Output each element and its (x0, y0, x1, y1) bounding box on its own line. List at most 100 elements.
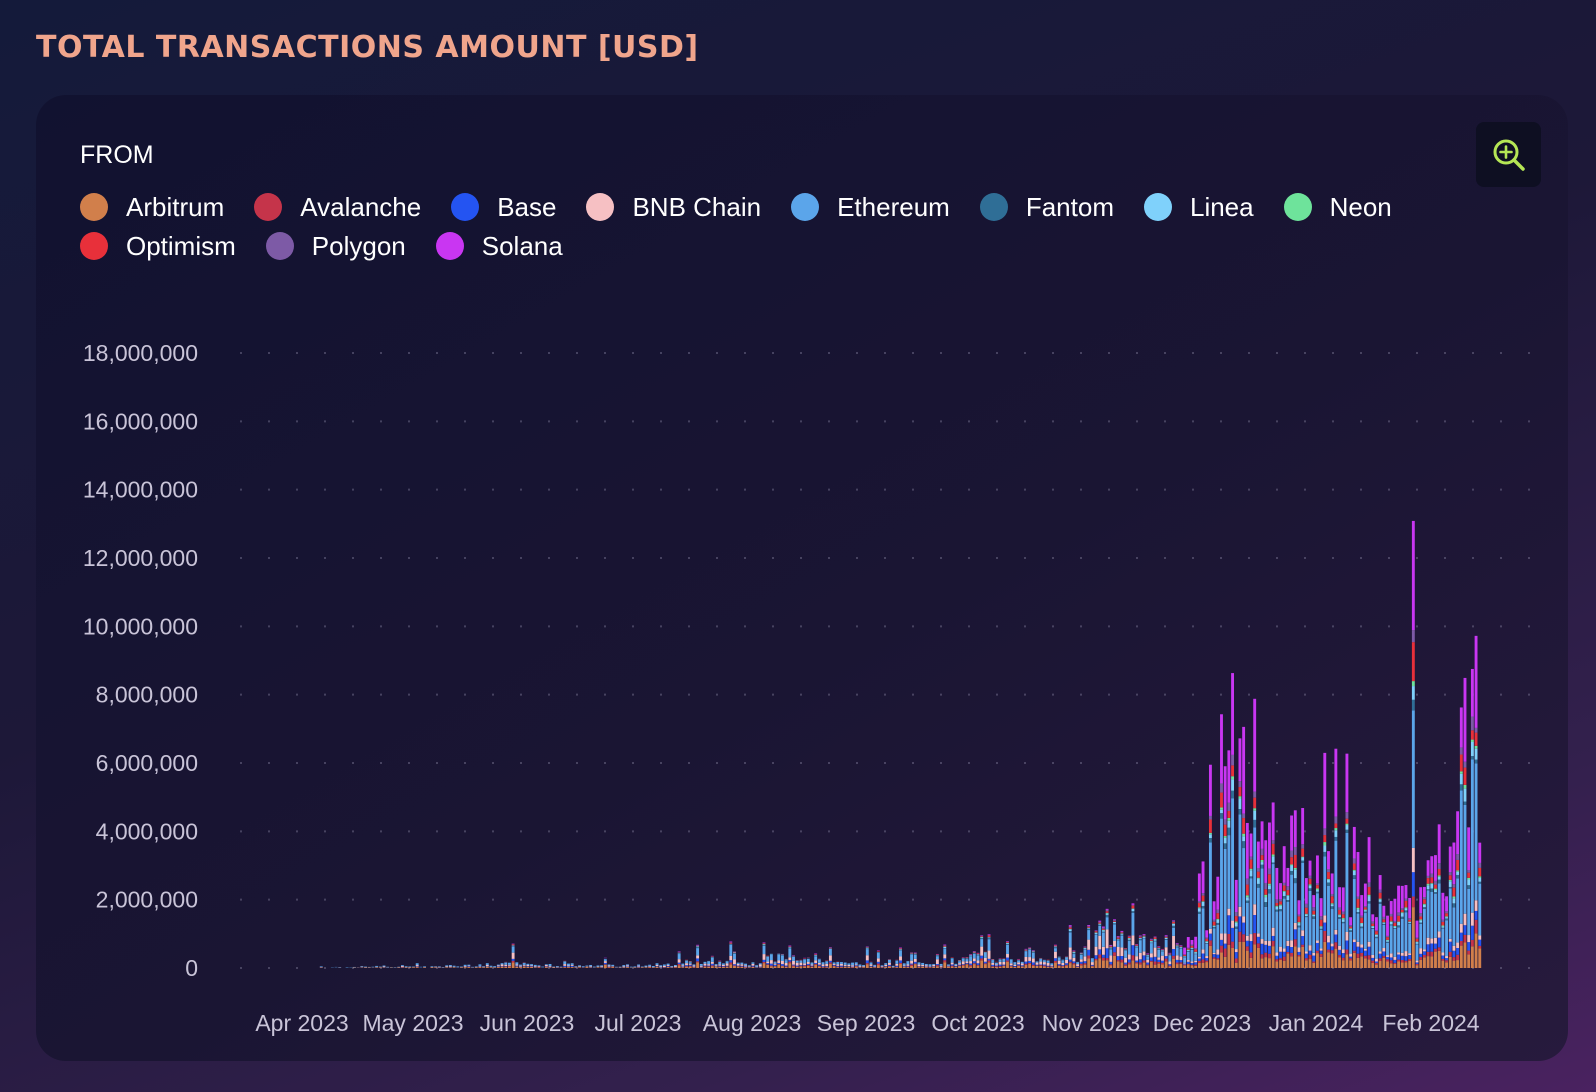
bar-segment-arbitrum[interactable] (1183, 965, 1187, 968)
bar-segment-avalanche[interactable] (729, 962, 733, 965)
bar-segment-base[interactable] (1194, 962, 1198, 965)
bar-segment-bnb-chain[interactable] (1334, 929, 1338, 935)
bar-segment-ethereum[interactable] (415, 963, 419, 966)
bar-segment-arbitrum[interactable] (1028, 964, 1032, 968)
bar-segment-linea[interactable] (1227, 820, 1231, 828)
bar-segment-ethereum[interactable] (880, 965, 884, 967)
bar-segment-base[interactable] (1186, 961, 1190, 964)
bar-segment-base[interactable] (1293, 929, 1297, 940)
bar-segment-avalanche[interactable] (1046, 966, 1050, 967)
bar-segment-arbitrum[interactable] (699, 967, 703, 968)
bar-segment-fantom[interactable] (1227, 827, 1231, 836)
bar-segment-base[interactable] (496, 966, 500, 967)
bar-segment-bnb-chain[interactable] (788, 957, 792, 961)
bar-segment-polygon[interactable] (1116, 936, 1120, 938)
bar-segment-solana[interactable] (1386, 915, 1389, 936)
bar-segment-bnb-chain[interactable] (1138, 952, 1142, 960)
bar-segment-avalanche[interactable] (1220, 945, 1223, 953)
bar-segment-solana[interactable] (1216, 876, 1220, 910)
bar-segment-ethereum[interactable] (1345, 832, 1349, 932)
bar-segment-fantom[interactable] (1371, 928, 1375, 929)
bar-segment-fantom[interactable] (1341, 921, 1345, 924)
bar-segment-fantom[interactable] (1323, 851, 1327, 857)
bar-segment-base[interactable] (1312, 955, 1316, 962)
bar-segment-bnb-chain[interactable] (1260, 939, 1264, 944)
bar-segment-base[interactable] (1149, 957, 1153, 961)
bar-segment-solana[interactable] (1253, 698, 1257, 792)
bar-segment-base[interactable] (884, 966, 888, 967)
bar-segment-linea[interactable] (1400, 913, 1404, 917)
bar-segment-arbitrum[interactable] (1105, 960, 1109, 968)
bar-segment-linea[interactable] (1301, 857, 1305, 861)
bar-segment-ethereum[interactable] (1157, 949, 1161, 958)
bar-segment-ethereum[interactable] (500, 963, 504, 965)
bar-segment-neon[interactable] (1253, 808, 1257, 811)
bar-segment-base[interactable] (1223, 943, 1227, 949)
bar-segment-optimism[interactable] (1054, 945, 1057, 947)
bar-segment-ethereum[interactable] (478, 964, 482, 966)
bar-segment-ethereum[interactable] (485, 963, 489, 965)
bar-segment-arbitrum[interactable] (1168, 966, 1172, 968)
bar-segment-bnb-chain[interactable] (1279, 946, 1282, 952)
bar-segment-bnb-chain[interactable] (799, 962, 803, 966)
bar-segment-arbitrum[interactable] (496, 967, 500, 968)
bar-segment-neon[interactable] (1201, 901, 1205, 902)
bar-segment-neon[interactable] (1304, 913, 1308, 915)
bar-segment-ethereum[interactable] (463, 964, 467, 967)
bar-segment-optimism[interactable] (1389, 916, 1393, 922)
bar-segment-optimism[interactable] (1400, 909, 1404, 913)
bar-segment-ethereum[interactable] (1201, 908, 1205, 950)
bar-segment-avalanche[interactable] (1031, 964, 1035, 966)
bar-segment-solana[interactable] (1275, 867, 1279, 900)
bar-segment-bnb-chain[interactable] (1293, 922, 1297, 930)
bar-segment-linea[interactable] (1031, 951, 1035, 953)
bar-segment-arbitrum[interactable] (895, 967, 899, 968)
bar-segment-solana[interactable] (1098, 920, 1102, 922)
bar-segment-optimism[interactable] (1301, 848, 1305, 857)
bar-segment-neon[interactable] (1463, 784, 1467, 789)
bar-segment-fantom[interactable] (1459, 784, 1463, 791)
bar-segment-fantom[interactable] (1175, 946, 1179, 948)
bar-segment-avalanche[interactable] (1028, 962, 1032, 964)
bar-segment-ethereum[interactable] (1006, 944, 1009, 954)
bar-segment-ethereum[interactable] (847, 963, 851, 965)
bar-segment-neon[interactable] (1452, 896, 1456, 899)
bar-segment-arbitrum[interactable] (1356, 957, 1360, 968)
bar-segment-avalanche[interactable] (913, 963, 917, 965)
bar-segment-bnb-chain[interactable] (559, 967, 563, 968)
bar-segment-arbitrum[interactable] (570, 967, 574, 968)
bar-segment-ethereum[interactable] (382, 965, 386, 967)
bar-segment-ethereum[interactable] (1386, 942, 1389, 956)
bar-segment-arbitrum[interactable] (762, 963, 766, 968)
bar-segment-linea[interactable] (1161, 950, 1164, 951)
bar-segment-bnb-chain[interactable] (1161, 955, 1164, 961)
bar-segment-bnb-chain[interactable] (1415, 960, 1419, 963)
bar-segment-ethereum[interactable] (1090, 958, 1094, 963)
bar-segment-bnb-chain[interactable] (828, 955, 832, 961)
bar-segment-base[interactable] (707, 965, 711, 967)
bar-segment-avalanche[interactable] (1157, 962, 1161, 964)
bar-segment-neon[interactable] (1282, 890, 1286, 892)
bar-segment-bnb-chain[interactable] (696, 955, 700, 959)
bar-segment-bnb-chain[interactable] (1006, 953, 1009, 958)
bar-segment-bnb-chain[interactable] (1389, 953, 1393, 958)
bar-segment-ethereum[interactable] (1079, 954, 1083, 960)
bar-segment-avalanche[interactable] (1256, 943, 1260, 948)
bar-segment-base[interactable] (1031, 962, 1035, 965)
bar-segment-ethereum[interactable] (1031, 952, 1035, 959)
bar-segment-fantom[interactable] (1434, 892, 1437, 894)
bar-segment-polygon[interactable] (1304, 903, 1308, 908)
bar-segment-arbitrum[interactable] (1216, 959, 1220, 968)
bar-segment-avalanche[interactable] (1345, 949, 1349, 955)
bar-segment-fantom[interactable] (1297, 925, 1301, 928)
bar-segment-bnb-chain[interactable] (585, 966, 589, 967)
bar-segment-ethereum[interactable] (1445, 920, 1448, 957)
bar-segment-ethereum[interactable] (1422, 908, 1426, 950)
bar-segment-fantom[interactable] (1172, 925, 1175, 928)
bar-segment-base[interactable] (817, 964, 821, 966)
bar-segment-avalanche[interactable] (1456, 954, 1460, 961)
bar-segment-arbitrum[interactable] (1065, 965, 1068, 968)
bar-segment-bnb-chain[interactable] (1031, 958, 1035, 963)
bar-segment-ethereum[interactable] (1467, 888, 1471, 936)
bar-segment-ethereum[interactable] (1127, 941, 1131, 955)
